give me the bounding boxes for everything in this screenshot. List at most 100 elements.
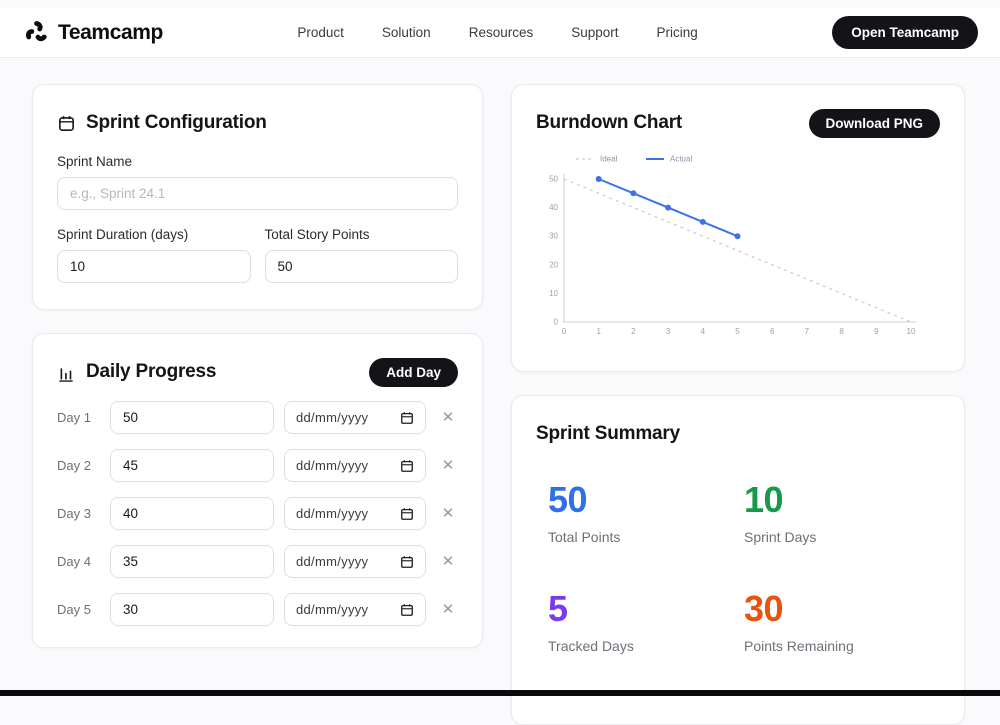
remove-day-button[interactable]: ✕ (438, 554, 458, 569)
svg-text:1: 1 (596, 327, 601, 336)
svg-text:8: 8 (839, 327, 844, 336)
nav-links: Product Solution Resources Support Pricing (297, 25, 697, 40)
nav-link-support[interactable]: Support (571, 25, 619, 40)
download-png-button[interactable]: Download PNG (808, 108, 940, 138)
svg-text:Actual: Actual (670, 155, 692, 164)
day-date-input[interactable]: dd/mm/yyyy (284, 593, 426, 626)
stat-label: Points Remaining (744, 638, 854, 654)
bar-chart-icon (59, 367, 73, 382)
day-points-input[interactable] (110, 449, 274, 482)
total-story-points-field: Total Story Points (264, 210, 458, 283)
remove-day-button[interactable]: ✕ (438, 506, 458, 521)
calendar-icon (59, 115, 74, 131)
add-day-button[interactable]: Add Day (369, 357, 458, 387)
day-row: Day 3 dd/mm/yyyy ✕ (57, 497, 458, 530)
sprint-duration-field: Sprint Duration (days) (57, 210, 251, 283)
stat-value: 5 (548, 588, 568, 629)
day-row-label: Day 3 (57, 506, 91, 521)
daily-progress-title: Daily Progress (86, 361, 217, 382)
day-points-input[interactable] (110, 545, 274, 578)
day-row: Day 5 dd/mm/yyyy ✕ (57, 593, 458, 626)
footer-bar (0, 690, 1000, 696)
remove-day-button[interactable]: ✕ (438, 602, 458, 617)
app-logo[interactable]: Teamcamp (24, 20, 163, 45)
stat-label: Total Points (548, 529, 621, 545)
svg-text:50: 50 (549, 175, 558, 184)
daily-progress-card: Daily Progress Add Day Day 1 dd/mm/yyyy (32, 333, 483, 648)
svg-text:7: 7 (805, 327, 810, 336)
svg-text:9: 9 (874, 327, 879, 336)
svg-text:40: 40 (549, 203, 558, 212)
chart-area: 0 10 20 30 40 50 0 1 2 3 4 5 6 7 8 9 10 Ideal Actual (536, 149, 940, 349)
day-row: Day 2 dd/mm/yyyy ✕ (57, 449, 458, 482)
date-picker-calendar-icon (401, 411, 413, 424)
left-column: Sprint Configuration Sprint Name Sprint … (32, 84, 483, 725)
day-row: Day 1 dd/mm/yyyy ✕ (57, 401, 458, 434)
sprint-name-input[interactable] (57, 177, 458, 210)
svg-text:0: 0 (554, 318, 559, 327)
svg-text:3: 3 (666, 327, 671, 336)
day-points-input[interactable] (110, 593, 274, 626)
sprint-name-label: Sprint Name (57, 154, 133, 169)
sprint-duration-label: Sprint Duration (days) (57, 227, 189, 242)
svg-text:Ideal: Ideal (600, 155, 618, 164)
date-placeholder: dd/mm/yyyy (296, 554, 369, 569)
stat-item: 10 Sprint Days (744, 479, 940, 546)
svg-text:20: 20 (549, 260, 558, 269)
date-picker-calendar-icon (401, 603, 413, 616)
burndown-chart-svg: 0 10 20 30 40 50 0 1 2 3 4 5 6 7 8 9 10 Ideal Actual (549, 155, 916, 336)
stat-item: 5 Tracked Days (548, 588, 744, 655)
date-placeholder: dd/mm/yyyy (296, 602, 369, 617)
sprint-duration-input[interactable] (57, 250, 251, 283)
day-date-input[interactable]: dd/mm/yyyy (284, 449, 426, 482)
burndown-chart-title: Burndown Chart (536, 112, 683, 133)
stats-grid: 50 Total Points 10 Sprint Days 5 Tracked… (536, 479, 940, 655)
day-points-input[interactable] (110, 497, 274, 530)
stat-value: 50 (548, 479, 588, 520)
stat-label: Tracked Days (548, 638, 634, 654)
svg-text:10: 10 (907, 327, 916, 336)
svg-text:5: 5 (735, 327, 740, 336)
nav-link-solution[interactable]: Solution (381, 25, 431, 40)
main-content: Sprint Configuration Sprint Name Sprint … (0, 58, 1000, 725)
stat-value: 30 (744, 588, 784, 629)
teamcamp-logo-icon (25, 21, 47, 42)
day-row: Day 4 dd/mm/yyyy ✕ (57, 545, 458, 578)
total-story-points-label: Total Story Points (264, 227, 370, 242)
day-row-label: Day 5 (57, 602, 91, 617)
sprint-summary-title: Sprint Summary (536, 423, 680, 444)
open-teamcamp-button[interactable]: Open Teamcamp (832, 16, 978, 49)
svg-text:10: 10 (549, 289, 558, 298)
day-date-input[interactable]: dd/mm/yyyy (284, 401, 426, 434)
nav-link-resources[interactable]: Resources (468, 25, 534, 40)
stat-value: 10 (744, 479, 784, 520)
remove-day-button[interactable]: ✕ (438, 458, 458, 473)
nav-link-pricing[interactable]: Pricing (656, 25, 698, 40)
day-points-input[interactable] (110, 401, 274, 434)
date-placeholder: dd/mm/yyyy (296, 410, 369, 425)
sprint-configuration-title: Sprint Configuration (86, 112, 267, 133)
burndown-chart-card: Burndown Chart Download PNG 0 10 20 30 40 50 0… (511, 84, 965, 372)
day-row-label: Day 2 (57, 458, 91, 473)
stat-label: Sprint Days (744, 529, 817, 545)
date-placeholder: dd/mm/yyyy (296, 506, 369, 521)
date-picker-calendar-icon (401, 555, 413, 568)
remove-day-button[interactable]: ✕ (438, 410, 458, 425)
nav-link-product[interactable]: Product (297, 25, 344, 40)
stat-item: 50 Total Points (548, 479, 744, 546)
svg-text:4: 4 (701, 327, 706, 336)
svg-text:30: 30 (549, 232, 558, 241)
sprint-summary-card: Sprint Summary 50 Total Points 10 Sprint… (511, 395, 965, 725)
day-row-label: Day 1 (57, 410, 91, 425)
svg-text:6: 6 (770, 327, 775, 336)
day-date-input[interactable]: dd/mm/yyyy (284, 497, 426, 530)
svg-text:2: 2 (631, 327, 636, 336)
total-story-points-input[interactable] (264, 250, 458, 283)
day-date-input[interactable]: dd/mm/yyyy (284, 545, 426, 578)
day-row-label: Day 4 (57, 554, 91, 569)
date-placeholder: dd/mm/yyyy (296, 458, 369, 473)
svg-text:0: 0 (562, 327, 567, 336)
date-picker-calendar-icon (401, 459, 413, 472)
right-column: Burndown Chart Download PNG 0 10 20 30 40 50 0… (511, 84, 965, 725)
brand-name: Teamcamp (58, 20, 163, 44)
